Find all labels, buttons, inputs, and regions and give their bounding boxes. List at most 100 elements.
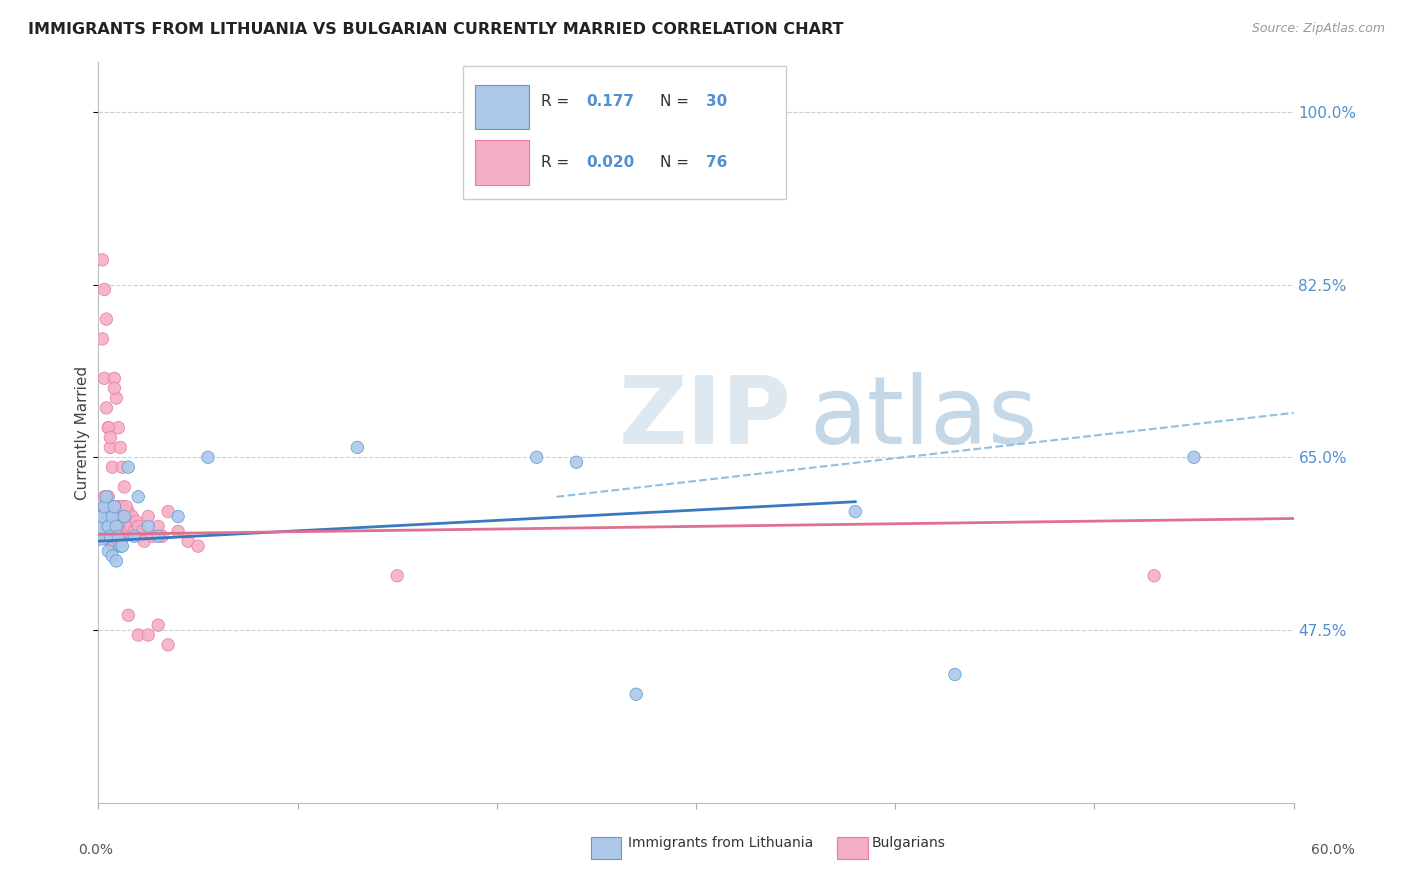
Point bbox=[127, 519, 149, 533]
Point bbox=[98, 519, 122, 533]
Point bbox=[107, 500, 129, 514]
Point bbox=[91, 524, 114, 539]
Point bbox=[91, 509, 114, 524]
Point bbox=[136, 628, 159, 642]
Point bbox=[105, 524, 128, 539]
Point bbox=[107, 529, 129, 543]
Y-axis label: Currently Married: Currently Married bbox=[75, 366, 90, 500]
Point bbox=[157, 505, 180, 519]
Point bbox=[112, 529, 135, 543]
Point bbox=[111, 460, 134, 475]
Point bbox=[117, 524, 139, 539]
Point bbox=[96, 490, 118, 504]
Text: ZIP: ZIP bbox=[619, 372, 792, 464]
Point bbox=[89, 519, 111, 533]
Point bbox=[112, 480, 135, 494]
Point bbox=[107, 519, 129, 533]
Point bbox=[112, 509, 135, 524]
Point bbox=[105, 505, 128, 519]
Text: atlas: atlas bbox=[810, 372, 1038, 464]
Point bbox=[111, 519, 134, 533]
Point bbox=[131, 524, 153, 539]
Point bbox=[111, 539, 134, 553]
Point bbox=[385, 568, 409, 582]
Point bbox=[346, 441, 368, 455]
Text: Source: ZipAtlas.com: Source: ZipAtlas.com bbox=[1251, 22, 1385, 36]
Point bbox=[124, 524, 146, 539]
Point bbox=[103, 381, 125, 395]
Point bbox=[148, 519, 170, 533]
Point bbox=[526, 450, 548, 465]
Point bbox=[121, 509, 143, 524]
Point bbox=[105, 554, 128, 568]
Point bbox=[136, 509, 159, 524]
Point bbox=[1143, 568, 1166, 582]
Point bbox=[148, 529, 170, 543]
Point bbox=[96, 312, 118, 326]
Point bbox=[127, 490, 149, 504]
Text: 60.0%: 60.0% bbox=[1310, 843, 1355, 857]
Point bbox=[93, 490, 115, 504]
Point bbox=[117, 460, 139, 475]
Point bbox=[120, 519, 142, 533]
Point bbox=[115, 500, 138, 514]
Point bbox=[97, 544, 120, 558]
Point bbox=[125, 515, 148, 529]
Point bbox=[110, 441, 132, 455]
Point bbox=[96, 401, 118, 415]
Point bbox=[105, 391, 128, 405]
Point bbox=[150, 529, 173, 543]
Text: 76: 76 bbox=[706, 155, 727, 169]
Point bbox=[844, 505, 866, 519]
Point bbox=[943, 667, 966, 681]
Point bbox=[97, 420, 120, 434]
Point bbox=[101, 505, 124, 519]
Point bbox=[1182, 450, 1205, 465]
Point bbox=[98, 441, 122, 455]
Point bbox=[101, 539, 124, 553]
Point bbox=[103, 539, 125, 553]
FancyBboxPatch shape bbox=[475, 140, 529, 185]
Point bbox=[103, 509, 125, 524]
Point bbox=[97, 420, 120, 434]
Point bbox=[91, 252, 114, 267]
Point bbox=[197, 450, 219, 465]
Point bbox=[103, 524, 125, 539]
Point bbox=[97, 490, 120, 504]
Point bbox=[565, 455, 588, 469]
Text: 30: 30 bbox=[706, 95, 727, 109]
Point bbox=[97, 509, 120, 524]
Point bbox=[98, 529, 122, 543]
Text: R =: R = bbox=[541, 155, 574, 169]
Point bbox=[117, 505, 139, 519]
Text: 0.177: 0.177 bbox=[586, 95, 634, 109]
Point bbox=[101, 509, 124, 524]
Point bbox=[91, 332, 114, 346]
Point bbox=[129, 529, 152, 543]
Point bbox=[98, 500, 122, 514]
Point bbox=[626, 687, 648, 701]
Text: Bulgarians: Bulgarians bbox=[872, 836, 946, 850]
Point bbox=[148, 618, 170, 632]
Point bbox=[93, 371, 115, 385]
FancyBboxPatch shape bbox=[475, 85, 529, 129]
Point bbox=[177, 534, 200, 549]
Point bbox=[134, 534, 156, 549]
Point bbox=[111, 500, 134, 514]
Point bbox=[124, 529, 146, 543]
Point bbox=[97, 519, 120, 533]
Point bbox=[127, 628, 149, 642]
Point bbox=[107, 420, 129, 434]
Point bbox=[115, 524, 138, 539]
Point bbox=[107, 534, 129, 549]
Point bbox=[112, 509, 135, 524]
Point bbox=[101, 524, 124, 539]
Point bbox=[187, 539, 209, 553]
Point bbox=[97, 524, 120, 539]
Text: 0.020: 0.020 bbox=[586, 155, 634, 169]
Text: N =: N = bbox=[661, 95, 695, 109]
Point bbox=[96, 529, 118, 543]
Point bbox=[110, 524, 132, 539]
Point bbox=[136, 519, 159, 533]
Point bbox=[167, 524, 190, 539]
